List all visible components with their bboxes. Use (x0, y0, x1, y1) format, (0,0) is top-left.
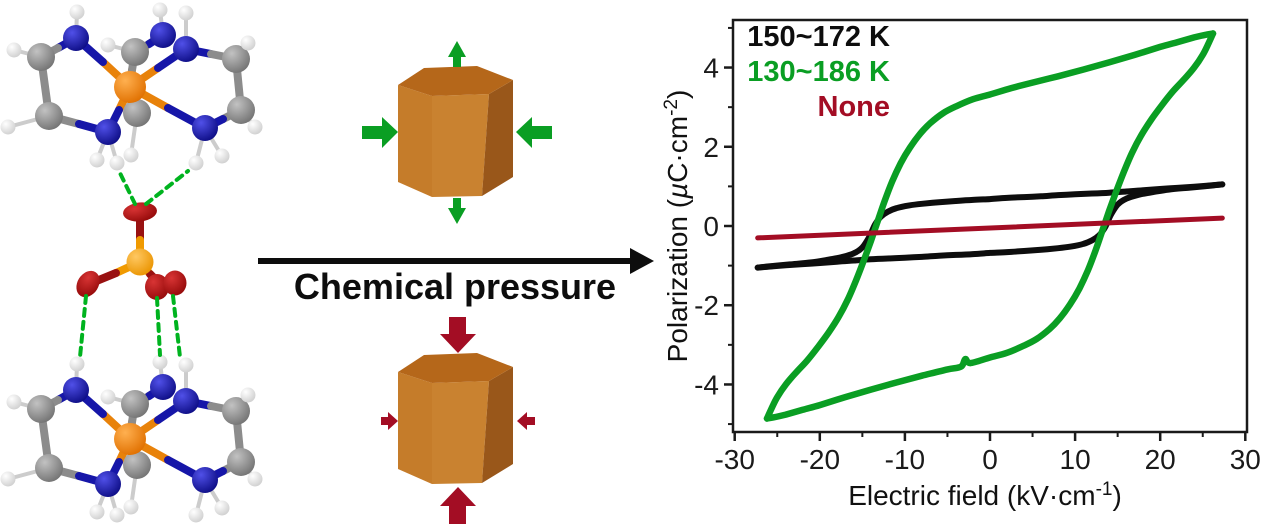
press-arrow-left-small (381, 412, 398, 430)
carbon-atoms (27, 38, 255, 130)
phosphorus-atom (126, 248, 154, 276)
y-tick-label: 2 (703, 132, 719, 163)
hydrogen-bond-dashes (78, 169, 190, 359)
compress-arrow-right (516, 117, 552, 148)
y-axis-title: Polarization (µC·cm-2) (660, 89, 694, 363)
chart-legend: 150~172 K 130~186 K None (747, 20, 890, 125)
y-axis-title-mu: µ (662, 182, 693, 199)
x-tick-label: 20 (1145, 444, 1176, 475)
y-tick-label: 4 (703, 53, 719, 84)
oxygen-atom (76, 270, 100, 298)
x-tick-label: 0 (982, 444, 998, 475)
series-curve-0 (754, 181, 1226, 271)
legend-entry-green: 130~186 K (747, 56, 890, 88)
x-axis-title-superscript: -1 (1095, 478, 1113, 500)
series-curve-1 (763, 30, 1217, 422)
x-axis-title-close: ) (1112, 480, 1122, 511)
x-axis-title-text: Electric field (kV·cm (848, 480, 1096, 511)
series-curve-1 (763, 30, 1217, 422)
y-tick-label: -4 (694, 369, 719, 400)
y-tick-label: 0 (703, 211, 719, 242)
expand-arrow-up (448, 41, 466, 67)
x-tick-label: -10 (885, 444, 925, 475)
press-arrow-right-small (517, 412, 535, 430)
press-arrow-up (440, 487, 476, 524)
series-curve-2 (755, 215, 1225, 241)
press-arrow-down (440, 317, 476, 353)
chemical-pressure-arrow (258, 248, 654, 274)
y-axis-title-close: ) (662, 89, 693, 99)
anion-molecule (76, 202, 187, 300)
y-axis-title-unit: C·cm (662, 115, 693, 183)
y-axis-title-text: Polarization ( (662, 198, 693, 363)
nitrogen-atoms (63, 22, 218, 145)
x-tick-label: -20 (800, 444, 840, 475)
cation-molecule (0, 2, 263, 171)
oxygen-atom (123, 202, 157, 222)
legend-entry-none: None (817, 91, 891, 123)
series-curve-0 (754, 181, 1226, 271)
chemical-pressure-label: Chemical pressure (293, 266, 617, 307)
legend-entry-black: 150~172 K (747, 21, 890, 53)
x-tick-label: 30 (1230, 444, 1261, 475)
prism-top (362, 41, 552, 224)
central-metal-atom (114, 71, 146, 103)
y-axis-title-superscript: -2 (660, 98, 682, 116)
oxygen-atom (163, 270, 187, 296)
y-tick-label: -2 (694, 290, 719, 321)
x-axis-title: Electric field (kV·cm-1) (820, 478, 1150, 512)
arrowhead (630, 248, 654, 274)
oxygen-atom (145, 274, 169, 300)
hydrogen-atoms (0, 2, 263, 171)
prism-bottom (381, 317, 535, 524)
expand-arrow-down (448, 198, 466, 224)
compress-arrow-left (362, 117, 398, 148)
x-tick-label: -30 (714, 444, 754, 475)
x-tick-label: 10 (1060, 444, 1091, 475)
